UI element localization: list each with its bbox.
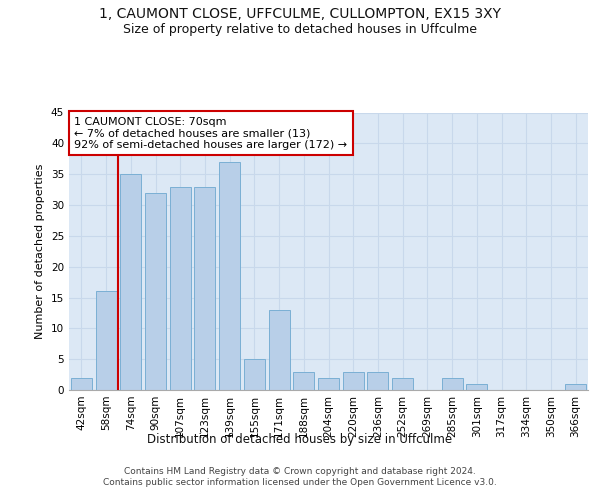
Bar [170,186,191,390]
Bar [466,384,487,390]
Text: Size of property relative to detached houses in Uffculme: Size of property relative to detached ho… [123,22,477,36]
Bar [244,359,265,390]
Bar [442,378,463,390]
Text: Contains HM Land Registry data © Crown copyright and database right 2024.
Contai: Contains HM Land Registry data © Crown c… [103,468,497,487]
Bar [392,378,413,390]
Bar [71,378,92,390]
Bar [145,192,166,390]
Bar [318,378,339,390]
Bar [120,174,141,390]
Bar [343,372,364,390]
Bar [367,372,388,390]
Text: 1 CAUMONT CLOSE: 70sqm
← 7% of detached houses are smaller (13)
92% of semi-deta: 1 CAUMONT CLOSE: 70sqm ← 7% of detached … [74,116,347,150]
Bar [269,310,290,390]
Y-axis label: Number of detached properties: Number of detached properties [35,164,46,339]
Bar [293,372,314,390]
Bar [194,186,215,390]
Bar [565,384,586,390]
Text: Distribution of detached houses by size in Uffculme: Distribution of detached houses by size … [148,432,452,446]
Bar [219,162,240,390]
Text: 1, CAUMONT CLOSE, UFFCULME, CULLOMPTON, EX15 3XY: 1, CAUMONT CLOSE, UFFCULME, CULLOMPTON, … [99,8,501,22]
Bar [95,292,116,390]
